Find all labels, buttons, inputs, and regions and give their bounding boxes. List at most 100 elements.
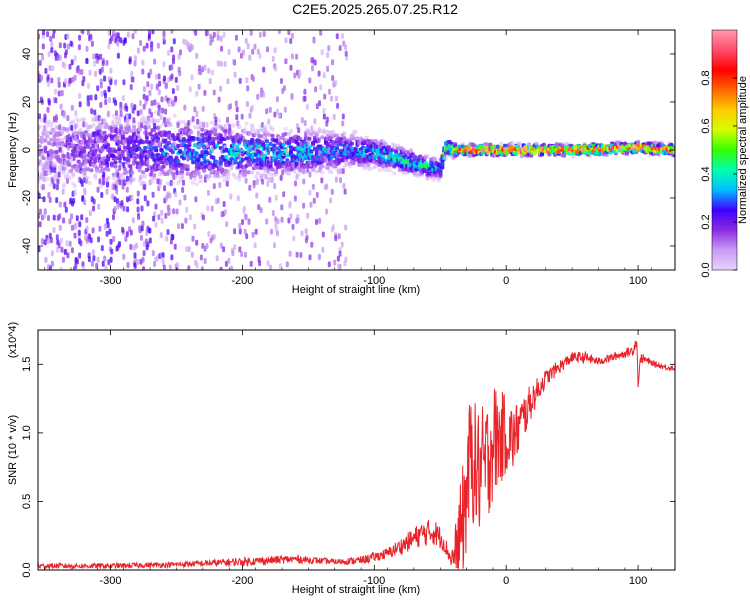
spectrogram-cell xyxy=(147,33,151,40)
spectrogram-cell xyxy=(227,257,231,264)
spectrogram-cell xyxy=(274,65,278,72)
spectrogram-cell xyxy=(270,167,275,172)
spectrogram-cell xyxy=(39,118,44,123)
spectrogram-cell xyxy=(198,124,203,129)
spectrogram-cell xyxy=(214,198,218,205)
spectrogram-cell xyxy=(102,171,106,178)
spectrogram-cell xyxy=(85,176,90,181)
spectrogram-cell xyxy=(307,136,312,141)
spectrogram-cell xyxy=(257,144,262,149)
spectrogram-cell xyxy=(226,78,230,85)
spectrogram-cell xyxy=(202,121,206,128)
spectrogram-cell xyxy=(185,164,190,169)
spectrogram-cell xyxy=(167,49,171,56)
spectrogram-cell xyxy=(166,169,170,176)
spectrogram-cell xyxy=(233,228,237,235)
spectrogram-cell xyxy=(76,131,81,136)
spectrogram-cell xyxy=(153,58,157,65)
spectrogram-cell xyxy=(160,217,164,224)
spectrogram-cell xyxy=(274,225,278,232)
spectrogram-cell xyxy=(61,154,66,158)
spectrogram-cell xyxy=(176,174,181,179)
spectrogram-cell xyxy=(142,86,146,93)
spectrogram-cell xyxy=(50,154,55,159)
spectrogram-cell xyxy=(167,141,172,145)
colorbar-tick-label: 0.8 xyxy=(700,70,712,85)
spectrogram-cell xyxy=(143,195,147,202)
spectrogram-cell xyxy=(571,154,576,159)
spectrogram-cell xyxy=(72,155,76,161)
spectrogram-cell xyxy=(159,107,163,114)
spectrogram-cell xyxy=(113,164,118,169)
spectrogram-cell xyxy=(52,214,56,221)
spectrogram-cell xyxy=(45,123,50,128)
spectrogram-cell xyxy=(191,160,196,165)
spectrogram-cell xyxy=(158,140,162,147)
spectrogram-cell xyxy=(460,144,465,149)
spectrogram-cell xyxy=(144,127,148,133)
spectrogram-cell xyxy=(306,129,310,136)
spectrogram-x-label: Height of straight line (km) xyxy=(292,284,420,296)
spectrogram-cell xyxy=(180,172,184,179)
colorbar-gradient xyxy=(711,29,738,271)
spectrogram-cell xyxy=(107,43,111,50)
spectrogram-cell xyxy=(68,218,72,225)
spectrogram-cell xyxy=(194,30,198,36)
spectrogram-cell xyxy=(40,75,44,81)
spectrogram-cell xyxy=(177,53,181,60)
spectrogram-cell xyxy=(100,245,104,252)
spectrogram-cell xyxy=(211,155,216,160)
spectrogram-cell xyxy=(235,106,239,113)
spectrogram-cell xyxy=(38,113,42,120)
spectrogram-cell xyxy=(249,260,253,267)
spectrogram-cell xyxy=(101,260,105,267)
spectrogram-cell xyxy=(142,45,146,52)
spectrogram-cell xyxy=(265,218,269,225)
spectrogram-cell xyxy=(261,173,266,178)
spectrogram-cell xyxy=(216,174,221,179)
spectrogram-cell xyxy=(41,156,46,161)
spectrogram-cell xyxy=(96,256,100,263)
snr-multiplier: (x10^4) xyxy=(7,322,19,358)
spectrogram-cell xyxy=(241,49,245,56)
spectrogram-cell xyxy=(211,141,216,146)
spectrogram-cell xyxy=(176,122,180,129)
spectrogram-cell xyxy=(273,242,276,249)
spectrogram-x-tick-label: 0 xyxy=(503,275,509,287)
spectrogram-cell xyxy=(200,127,205,132)
spectrogram-cell xyxy=(52,30,56,34)
spectrogram-cell xyxy=(66,252,70,259)
spectrogram-cell xyxy=(42,196,46,203)
snr-y-label: SNR (10 * v/v) xyxy=(7,415,19,485)
spectrogram-cell xyxy=(433,157,437,162)
spectrogram-cell xyxy=(257,129,261,136)
spectrogram-cell xyxy=(38,60,42,66)
spectrogram-cell xyxy=(165,235,169,242)
spectrogram-cell xyxy=(185,246,189,253)
spectrogram-cell xyxy=(315,191,319,198)
spectrogram-cell xyxy=(319,84,323,91)
spectrogram-cell xyxy=(185,171,190,176)
spectrogram-cell xyxy=(268,196,272,203)
spectrogram-cell xyxy=(106,167,111,172)
spectrogram-cell xyxy=(287,171,292,176)
spectrogram-cell xyxy=(80,214,84,221)
spectrogram-cell xyxy=(342,136,347,141)
spectrogram-cell xyxy=(237,172,241,179)
spectrogram-cell xyxy=(60,90,64,97)
spectrogram-cell xyxy=(48,137,53,142)
spectrogram-cell xyxy=(137,168,142,173)
spectrogram-cell xyxy=(190,44,194,51)
spectrogram-cell xyxy=(290,32,294,39)
spectrogram-cell xyxy=(103,75,107,82)
spectrogram-cell xyxy=(217,96,221,103)
spectrogram-cell xyxy=(129,229,133,236)
spectrogram-cell xyxy=(166,191,170,198)
spectrogram-cell xyxy=(179,49,182,56)
spectrogram-cell xyxy=(57,81,61,88)
spectrogram-cell xyxy=(146,81,150,88)
spectrogram-cell xyxy=(176,143,181,148)
spectrogram-cell xyxy=(53,167,57,174)
spectrogram-cell xyxy=(130,147,135,152)
colorbar-tick-label: 0.2 xyxy=(700,214,712,229)
